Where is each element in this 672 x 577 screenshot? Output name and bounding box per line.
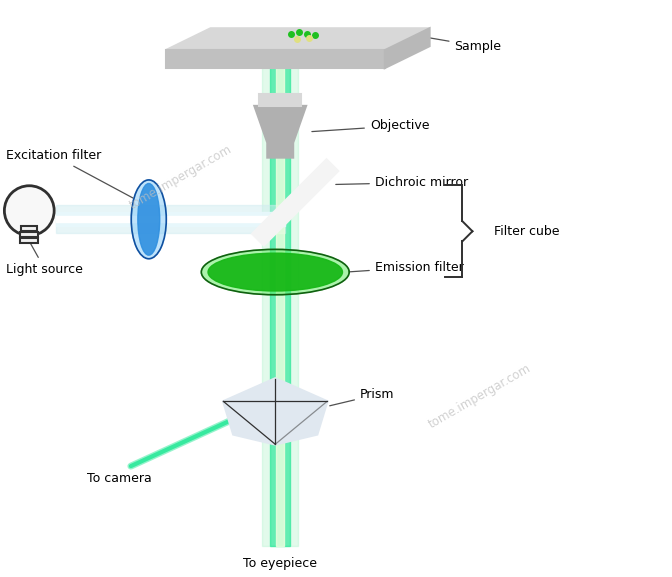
Bar [276, 43, 284, 546]
Bar [262, 43, 298, 546]
Ellipse shape [208, 253, 343, 291]
Bar [56, 205, 285, 233]
Polygon shape [259, 94, 301, 106]
Ellipse shape [138, 183, 160, 255]
Bar [22, 226, 37, 231]
Polygon shape [166, 28, 429, 50]
Bar [56, 216, 285, 222]
Bar [56, 212, 285, 226]
Polygon shape [224, 379, 327, 444]
Text: To eyepiece: To eyepiece [243, 557, 317, 570]
Text: Light source: Light source [6, 243, 83, 276]
Bar [20, 238, 38, 243]
Text: Filter cube: Filter cube [495, 225, 560, 238]
Ellipse shape [202, 249, 349, 295]
Ellipse shape [131, 180, 166, 258]
Polygon shape [385, 28, 429, 68]
Polygon shape [253, 160, 338, 245]
Bar [20, 233, 38, 237]
Text: Sample: Sample [427, 38, 501, 53]
Text: Excitation filter: Excitation filter [6, 149, 133, 198]
Circle shape [5, 186, 54, 235]
Polygon shape [254, 106, 306, 158]
Polygon shape [166, 50, 385, 68]
Text: Objective: Objective [312, 119, 429, 132]
Text: Dichroic mirror: Dichroic mirror [336, 176, 468, 189]
Text: To camera: To camera [87, 471, 151, 485]
Text: Emission filter: Emission filter [349, 261, 464, 273]
Text: tome.impergar.com: tome.impergar.com [426, 362, 533, 431]
Text: Prism: Prism [330, 388, 394, 406]
Bar [270, 43, 290, 546]
Text: tome.impergar.com: tome.impergar.com [127, 143, 234, 212]
